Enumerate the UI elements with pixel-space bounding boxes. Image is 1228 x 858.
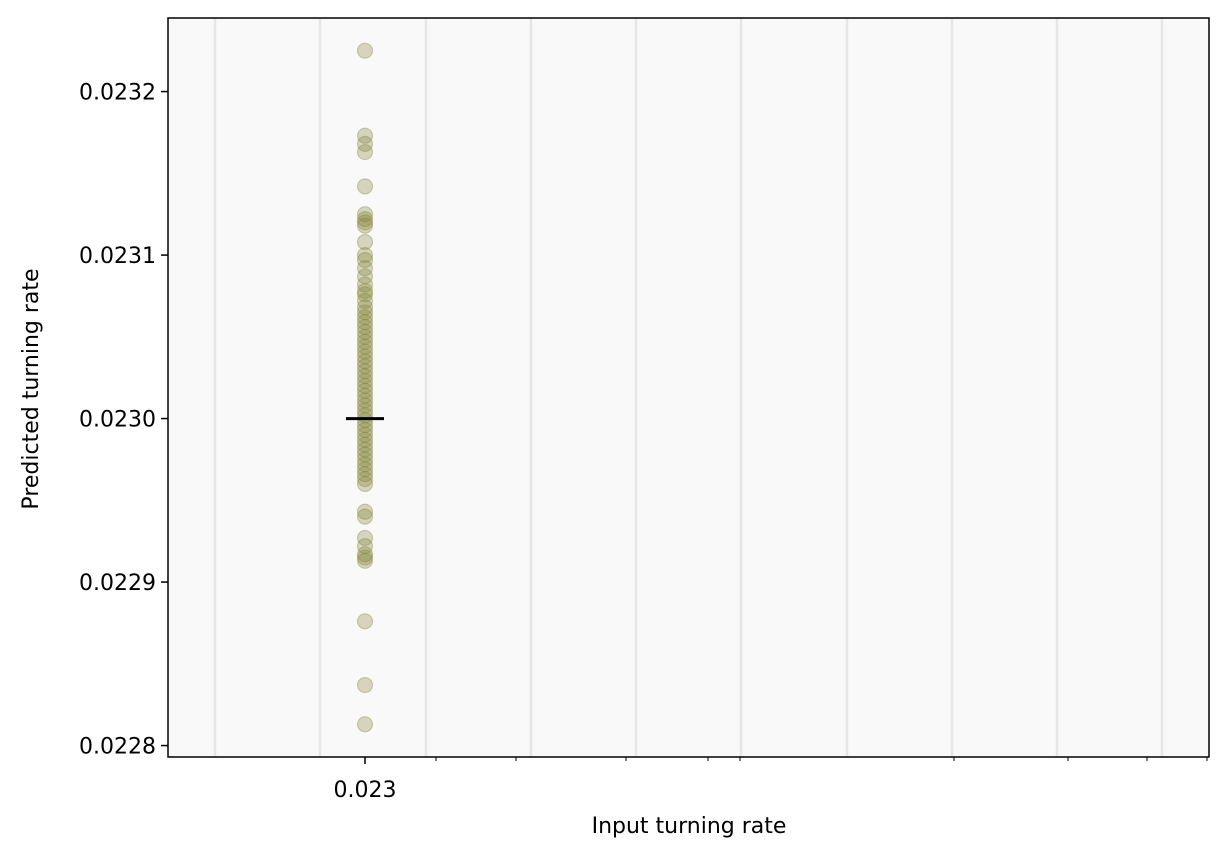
x-axis: 0.023 xyxy=(334,757,1208,803)
data-point xyxy=(356,143,374,161)
data-point xyxy=(356,549,374,566)
data-point xyxy=(356,304,374,321)
plot-frame xyxy=(167,17,1210,758)
data-point xyxy=(356,552,374,569)
data-point xyxy=(356,470,374,488)
data-point xyxy=(356,348,374,365)
y-tick-label: 0.0232 xyxy=(79,81,156,106)
plot-background xyxy=(168,18,1209,757)
y-tick-label: 0.0231 xyxy=(79,244,156,269)
data-point xyxy=(356,260,374,277)
data-point xyxy=(356,292,374,309)
data-point xyxy=(356,127,374,144)
data-point xyxy=(356,251,374,269)
data-point xyxy=(356,446,374,463)
data-point xyxy=(356,299,374,316)
y-tick-label: 0.0230 xyxy=(79,408,156,433)
data-point xyxy=(356,338,374,355)
data-point xyxy=(356,382,374,399)
x-axis-label: Input turning rate xyxy=(592,814,787,839)
data-point xyxy=(356,461,374,478)
data-point xyxy=(356,529,374,547)
data-point xyxy=(356,426,374,444)
data-point xyxy=(356,676,374,694)
data-point xyxy=(356,282,374,300)
data-point xyxy=(356,412,374,429)
data-point xyxy=(356,217,374,234)
y-tick-label: 0.0228 xyxy=(79,735,156,760)
data-point xyxy=(356,286,374,303)
data-point xyxy=(356,377,374,394)
data-point xyxy=(356,268,374,285)
data-point xyxy=(356,358,374,375)
data-point xyxy=(356,546,374,563)
data-point xyxy=(356,328,374,345)
data-point xyxy=(356,387,374,404)
data-point xyxy=(356,206,374,223)
data-point xyxy=(356,211,374,228)
data-point xyxy=(356,309,374,326)
data-point xyxy=(356,508,374,525)
data-point xyxy=(356,372,374,390)
data-point xyxy=(356,246,374,264)
data-point xyxy=(356,503,374,520)
data-point xyxy=(356,441,374,458)
data-point xyxy=(356,475,374,493)
data-point xyxy=(356,314,374,331)
y-axis-label: Predicted turning rate xyxy=(19,268,44,509)
data-point xyxy=(356,42,374,59)
y-tick-label: 0.0229 xyxy=(79,571,156,596)
data-points xyxy=(356,42,374,733)
grid-lines xyxy=(213,18,1164,757)
data-point xyxy=(356,178,374,195)
data-point xyxy=(356,392,374,409)
data-point xyxy=(356,214,374,231)
data-point xyxy=(356,456,374,473)
y-axis: 0.0228 0.0229 0.0230 0.0231 0.0232 xyxy=(79,81,168,760)
data-point xyxy=(356,343,374,360)
data-point xyxy=(356,333,374,350)
data-point xyxy=(356,436,374,453)
data-point xyxy=(356,466,374,483)
data-point xyxy=(356,363,374,380)
data-point xyxy=(356,353,374,370)
x-tick-label: 0.023 xyxy=(334,778,397,803)
data-point xyxy=(356,367,374,385)
data-point xyxy=(356,135,374,152)
data-point xyxy=(356,451,374,468)
data-point xyxy=(356,716,374,733)
data-point xyxy=(356,397,374,414)
data-point xyxy=(356,537,374,555)
data-point xyxy=(356,613,374,630)
data-point xyxy=(356,421,374,439)
data-point xyxy=(356,431,374,448)
data-point xyxy=(356,276,374,293)
data-point xyxy=(356,323,374,341)
data-point xyxy=(356,233,374,251)
data-point xyxy=(356,318,374,336)
